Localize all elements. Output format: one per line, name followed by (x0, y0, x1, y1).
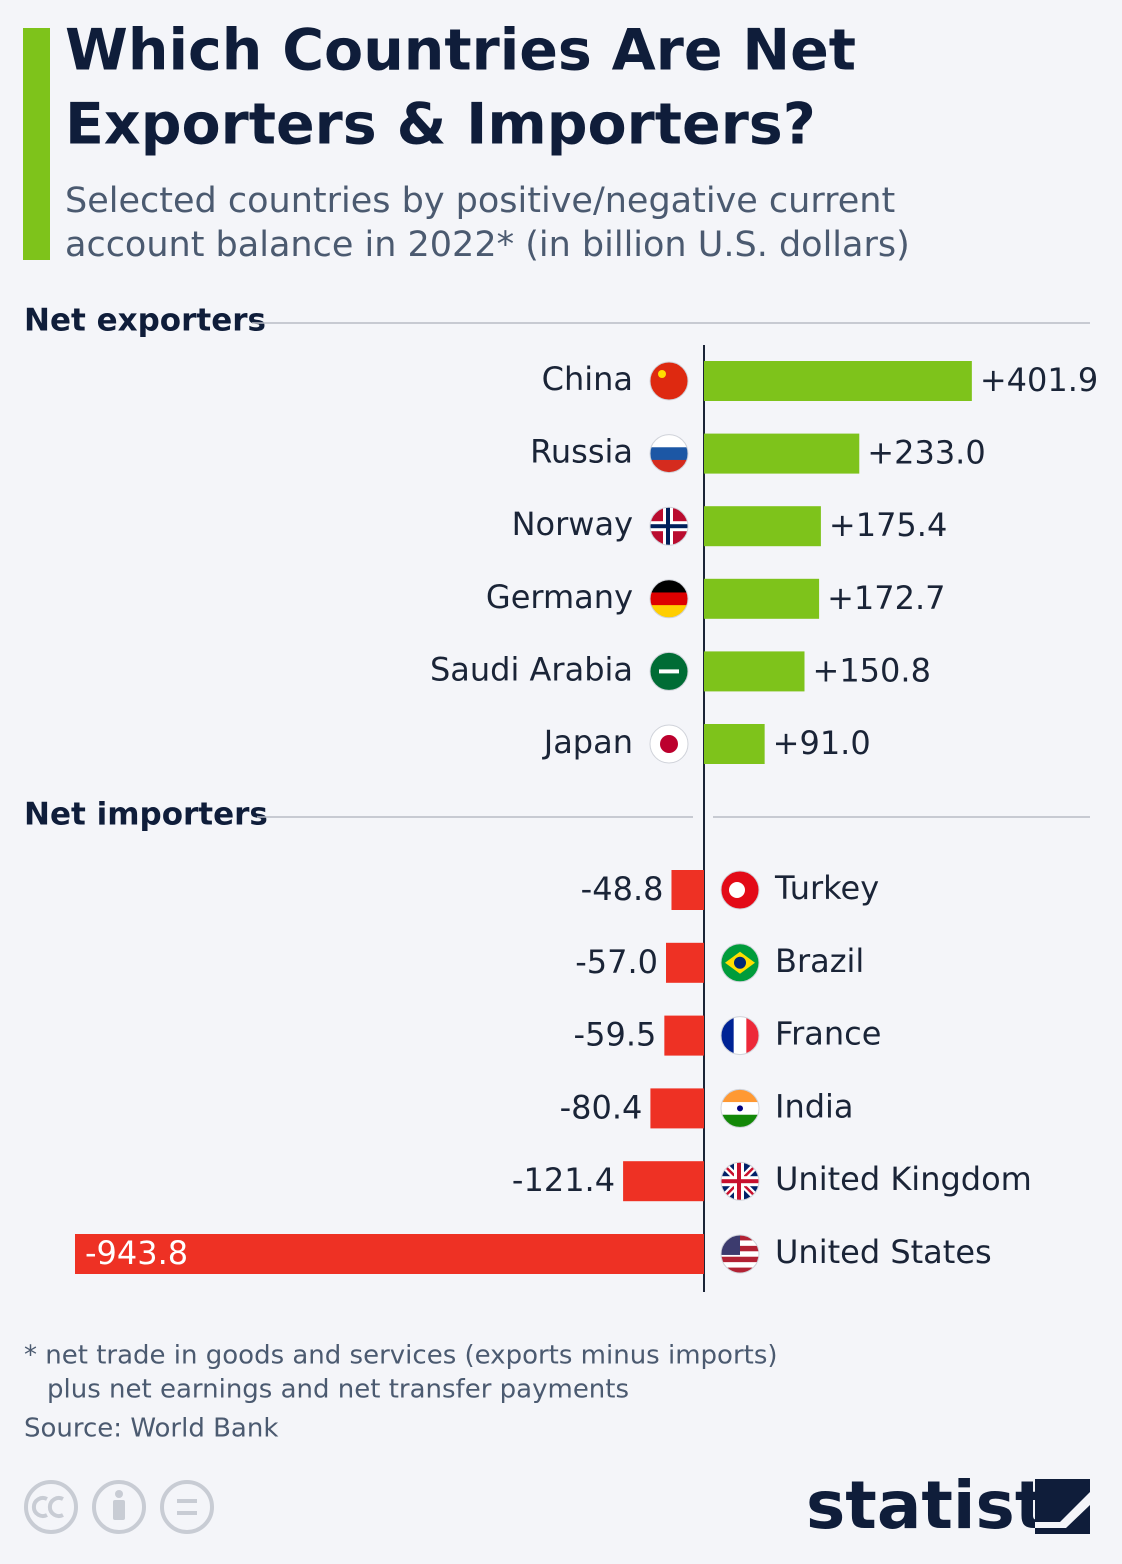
flag-rim (720, 1234, 760, 1274)
flag-rim (720, 1088, 760, 1128)
flag (650, 434, 688, 473)
flag-stripe (650, 459, 688, 473)
bar (704, 724, 765, 764)
flag-dot (734, 956, 746, 969)
flag-stripe (650, 362, 688, 400)
flag-stripe (650, 592, 688, 606)
value-label: +91.0 (773, 724, 871, 762)
flag (650, 579, 688, 618)
flag-rim (649, 651, 689, 691)
category-label: Japan (542, 723, 633, 761)
flag-stripe (721, 1262, 759, 1269)
chart-title: Which Countries Are Net (65, 18, 856, 84)
category-label: France (775, 1015, 881, 1053)
flag-stripe (746, 1016, 759, 1055)
value-label: -943.8 (85, 1234, 188, 1272)
value-label: -48.8 (581, 870, 664, 908)
flag (721, 1162, 759, 1201)
flag-dot (729, 882, 745, 898)
flag-cross (650, 524, 688, 529)
bar (664, 1015, 704, 1056)
subtitle: account balance in 2022* (in billion U.S… (65, 225, 910, 265)
value-label: -57.0 (575, 943, 658, 981)
flag-rim (649, 724, 689, 764)
section-label: Net importers (24, 797, 268, 833)
category-label: Brazil (775, 942, 864, 980)
bar (704, 578, 820, 619)
bar (623, 1161, 704, 1202)
flag-stripe (721, 1267, 759, 1273)
license-person (113, 1490, 125, 1520)
category-label: United Kingdom (775, 1160, 1032, 1198)
value-label: -59.5 (574, 1016, 657, 1054)
bar (704, 433, 860, 474)
category-label: Saudi Arabia (430, 650, 633, 688)
value-label: +401.9 (980, 361, 1098, 399)
value-label: +175.4 (829, 506, 947, 544)
category-label: Norway (512, 505, 633, 543)
flag-stripe (721, 1256, 759, 1263)
category-label: India (775, 1087, 854, 1125)
accent-bar (23, 28, 50, 260)
flag-dot (660, 735, 678, 753)
flag-rim (720, 943, 760, 983)
flag-stripe (650, 434, 688, 448)
flag (650, 725, 688, 763)
subtitle: Selected countries by positive/negative … (65, 181, 895, 221)
flag-stripe (721, 1089, 759, 1103)
category-label: China (542, 360, 633, 398)
flag-rim (720, 1016, 760, 1056)
flag (650, 362, 688, 400)
bar (704, 651, 805, 692)
flag-rim (720, 1161, 760, 1201)
flag-stripe (721, 1114, 759, 1128)
footnote: * net trade in goods and services (expor… (24, 1341, 778, 1371)
flag-rim (649, 434, 689, 474)
section-label: Net exporters (24, 303, 266, 339)
flag-stripe (721, 1016, 735, 1055)
flag-detail (659, 669, 679, 674)
value-label: +150.8 (813, 651, 931, 689)
flag (721, 1089, 759, 1128)
category-label: Russia (530, 433, 633, 471)
flag-stripe (650, 605, 688, 618)
bar (671, 870, 704, 910)
flag-rim (720, 870, 760, 910)
flag-dot (658, 370, 666, 378)
flag (721, 943, 759, 982)
bar (666, 942, 704, 983)
category-label: Germany (486, 578, 633, 616)
logo-mark (1035, 1479, 1090, 1534)
category-label: Turkey (774, 869, 879, 907)
footnote: plus net earnings and net transfer payme… (47, 1375, 629, 1405)
chart-title: Exporters & Importers? (65, 92, 816, 158)
flag (650, 652, 688, 691)
flag (721, 871, 759, 909)
source: Source: World Bank (24, 1414, 278, 1444)
flag-rim (649, 579, 689, 619)
flag (721, 1016, 759, 1055)
value-label: -121.4 (512, 1161, 615, 1199)
category-label: United States (775, 1233, 992, 1271)
value-label: +172.7 (827, 579, 945, 617)
license-icons (24, 1480, 214, 1534)
value-label: -80.4 (560, 1088, 643, 1126)
bar (75, 1234, 704, 1274)
value-label: +233.0 (867, 434, 985, 472)
flag-cross (721, 1179, 759, 1184)
flag-stripe (650, 447, 688, 461)
flag-rim (649, 506, 689, 546)
flag-dot (737, 1105, 743, 1112)
flag (650, 507, 688, 546)
flag-stripe (733, 1016, 747, 1055)
flag-stripe (650, 579, 688, 593)
bar (704, 506, 821, 547)
bar (650, 1088, 704, 1129)
flag-rim (649, 361, 689, 401)
bar (704, 361, 972, 401)
